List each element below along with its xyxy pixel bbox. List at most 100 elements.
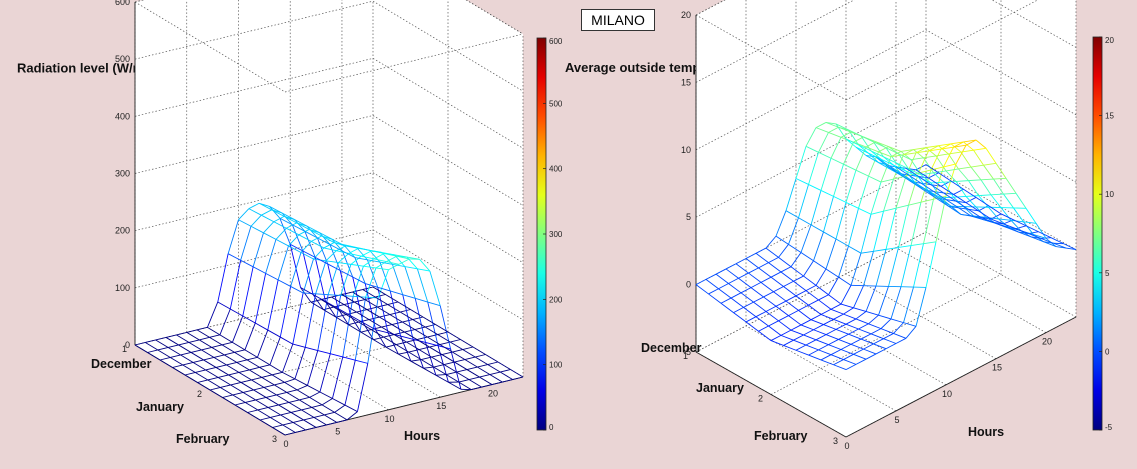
radiation-mesh-line (342, 250, 356, 258)
radiation-mesh-line (468, 379, 482, 388)
temperature-mesh-line (783, 339, 794, 346)
radiation-mesh-line (250, 214, 262, 227)
radiation-z-tick-label: 500 (115, 54, 130, 64)
temperature-mesh-line (933, 166, 944, 200)
temperature-mesh-line (715, 268, 727, 275)
temperature-mesh-line (1038, 231, 1052, 239)
temperature-mesh-line (1035, 223, 1047, 239)
radiation-mesh-line (282, 424, 296, 433)
radiation-mesh-line (381, 326, 395, 335)
temperature-mesh-line (898, 173, 912, 183)
radiation-mesh-line (232, 315, 244, 343)
radiation-mesh-line (182, 364, 196, 373)
radiation-mesh-line (343, 304, 357, 313)
radiation-mesh-line (302, 258, 314, 294)
radiation-mesh-line (282, 422, 294, 426)
radiation-mesh-line (439, 344, 453, 353)
radiation-mesh-line (425, 342, 437, 376)
temperature-mesh-line (928, 148, 942, 152)
radiation-mesh-line (475, 354, 486, 358)
radiation-mesh-line (342, 296, 354, 358)
temperature-mesh-line (753, 296, 764, 303)
radiation-mesh-line (414, 329, 428, 338)
temperature-mesh-line (878, 162, 892, 171)
temperature-mesh-line (855, 358, 867, 365)
temperature-mesh-line (875, 141, 889, 148)
temperature-mesh-line (843, 163, 857, 171)
radiation-mesh-line (249, 369, 262, 378)
temperature-mesh-line (763, 296, 777, 307)
radiation-mesh-line (224, 351, 235, 356)
temperature-mesh-line (873, 211, 884, 252)
radiation-mesh-line (273, 215, 285, 223)
radiation-mesh-line (369, 249, 383, 253)
temperature-mesh-line (880, 178, 894, 183)
radiation-mesh-line (211, 344, 223, 348)
radiation-mesh-line (427, 301, 441, 307)
temperature-mesh-line (715, 273, 729, 284)
temperature-mesh-line (880, 156, 892, 183)
temperature-mesh-line (890, 318, 904, 324)
temperature-mesh-line (853, 348, 864, 355)
radiation-z-tick-label: 100 (115, 283, 130, 293)
radiation-mesh-line (232, 392, 244, 396)
radiation-mesh-line (278, 404, 292, 413)
temperature-mesh-line (860, 214, 872, 254)
radiation-mesh-line (196, 326, 208, 331)
temperature-surface-mesh (695, 121, 1077, 371)
radiation-mesh-line (423, 366, 434, 369)
radiation-mesh-line (259, 417, 271, 421)
temperature-mesh-line (795, 349, 809, 356)
radiation-mesh-line (234, 404, 248, 413)
temperature-mesh-line (978, 210, 992, 220)
radiation-mesh-line (193, 359, 204, 363)
temperature-mesh-line (1028, 233, 1042, 239)
radiation-mesh-line (228, 371, 239, 376)
radiation-mesh-line (389, 314, 403, 323)
temperature-mesh-line (873, 338, 884, 345)
temperature-mesh-line (755, 311, 767, 318)
temperature-mesh-line (780, 266, 792, 273)
temperature-mesh-line (895, 162, 909, 170)
temperature-mesh-line (823, 318, 834, 325)
radiation-mesh-line (257, 409, 271, 418)
radiation-mesh-line (435, 324, 449, 333)
radiation-mesh-line (170, 357, 184, 366)
temperature-mesh-line (730, 297, 744, 308)
radiation-x-tick-label: 5 (335, 426, 340, 436)
radiation-mesh-line (282, 343, 294, 373)
radiation-mesh-line (265, 272, 279, 281)
radiation-mesh-line (268, 404, 279, 408)
radiation-mesh-line (402, 319, 413, 323)
temperature-mesh-line (895, 175, 907, 209)
temperature-mesh-line (820, 190, 834, 197)
temperature-mesh-line (863, 348, 877, 355)
radiation-mesh-line (462, 349, 476, 358)
radiation-mesh-line (307, 350, 319, 386)
radiation-mesh-line (305, 426, 317, 431)
temperature-x-tick-label: 0 (844, 441, 849, 451)
temperature-mesh-line (745, 252, 757, 259)
temperature-mesh-line (905, 326, 917, 339)
radiation-mesh-line (290, 286, 304, 294)
temperature-month-label: January (696, 381, 744, 395)
temperature-mesh-line (865, 146, 879, 153)
temperature-mesh-line (1015, 225, 1027, 230)
temperature-mesh-line (885, 147, 897, 164)
temperature-mesh-line (943, 181, 954, 198)
radiation-mesh-line (416, 268, 429, 303)
temperature-mesh-line (795, 290, 807, 297)
temperature-mesh-line (868, 152, 882, 160)
temperature-mesh-line (983, 164, 994, 180)
radiation-mesh-line (450, 339, 461, 343)
radiation-mesh-line (419, 259, 431, 272)
radiation-mesh-line (219, 308, 231, 336)
radiation-mesh-line (444, 361, 455, 366)
radiation-mesh-line (323, 247, 337, 252)
temperature-mesh-line (928, 145, 939, 152)
radiation-grid-x (238, 0, 389, 411)
radiation-mesh-line (384, 253, 397, 257)
temperature-mesh-line (933, 170, 947, 174)
temperature-mesh-line (978, 194, 992, 197)
radiation-mesh-line (344, 404, 358, 413)
